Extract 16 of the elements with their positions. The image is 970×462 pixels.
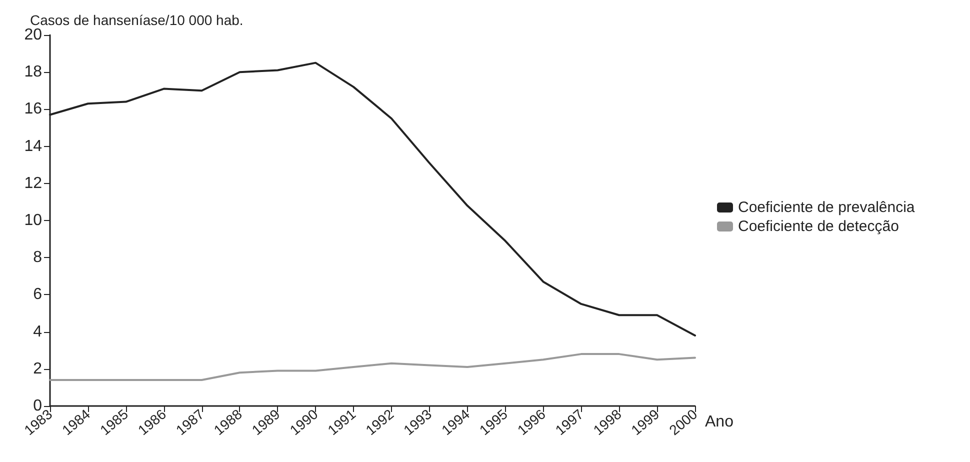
y-tick-label: 2 (33, 360, 42, 378)
y-tick-label: 14 (24, 138, 42, 155)
y-tick-label: 6 (33, 286, 42, 304)
y-tick-label: 4 (33, 323, 42, 340)
x-axis-title: Ano (705, 414, 734, 430)
y-tick-label: 12 (24, 174, 42, 192)
legend-label: Coeficiente de prevalência (738, 199, 916, 216)
y-axis-title: Casos de hanseníase/10 000 hab. (30, 12, 244, 28)
y-tick-label: 20 (24, 26, 42, 44)
y-tick-label: 8 (33, 249, 42, 266)
y-tick-label: 16 (24, 100, 42, 118)
y-tick-label: 0 (33, 398, 42, 414)
y-tick-label: 10 (24, 212, 42, 229)
line-series (49, 353, 696, 382)
y-tick-label: 18 (24, 64, 42, 81)
legend-label: Coeficiente de detecção (738, 218, 899, 235)
